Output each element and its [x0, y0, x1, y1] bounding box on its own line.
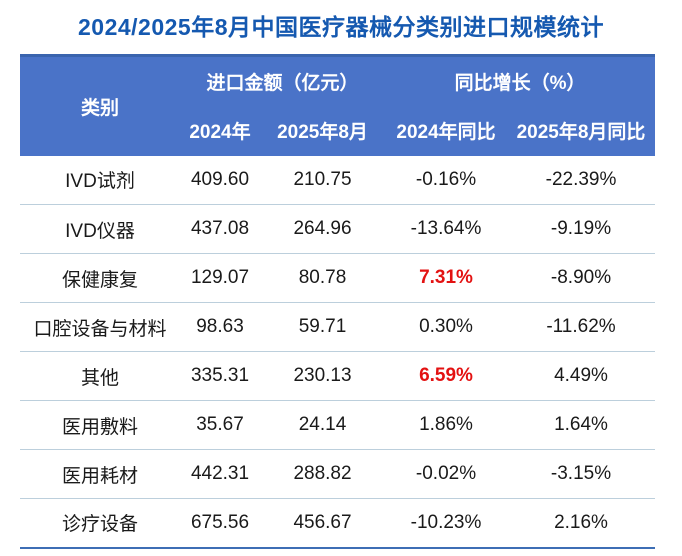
amount-2025-aug-cell: 264.96: [260, 204, 386, 254]
yoy-2025-aug-cell: -8.90%: [507, 253, 656, 303]
category-cell: IVD仪器: [20, 204, 180, 254]
yoy-2025-aug-cell: 1.64%: [507, 400, 656, 450]
category-cell: 诊疗设备: [20, 498, 180, 549]
table-row: 保健康复 129.07 80.78 7.31% -8.90%: [20, 253, 656, 303]
col-header-2024: 2024年: [180, 105, 260, 156]
yoy-2024-cell-highlighted: 6.59%: [385, 351, 508, 401]
yoy-2025-aug-cell: 2.16%: [507, 498, 656, 549]
amount-2025-aug-cell: 288.82: [260, 449, 386, 499]
category-cell: 医用敷料: [20, 400, 180, 450]
amount-2024-cell: 437.08: [180, 204, 260, 254]
yoy-2024-cell: 0.30%: [385, 302, 508, 352]
category-cell: IVD试剂: [20, 155, 180, 205]
col-header-2025-aug: 2025年8月: [260, 105, 386, 156]
amount-2025-aug-cell: 59.71: [260, 302, 386, 352]
yoy-2025-aug-cell: -22.39%: [507, 155, 656, 205]
table-row: IVD试剂 409.60 210.75 -0.16% -22.39%: [20, 155, 656, 205]
category-cell: 口腔设备与材料: [20, 302, 180, 352]
category-cell: 医用耗材: [20, 449, 180, 499]
table-row: 诊疗设备 675.56 456.67 -10.23% 2.16%: [20, 498, 656, 549]
yoy-2024-cell: 1.86%: [385, 400, 508, 450]
amount-2024-cell: 442.31: [180, 449, 260, 499]
table-row: IVD仪器 437.08 264.96 -13.64% -9.19%: [20, 204, 656, 254]
table-row: 其他 335.31 230.13 6.59% 4.49%: [20, 351, 656, 401]
amount-2024-cell: 98.63: [180, 302, 260, 352]
yoy-2025-aug-cell: -11.62%: [507, 302, 656, 352]
amount-2024-cell: 335.31: [180, 351, 260, 401]
amount-2025-aug-cell: 80.78: [260, 253, 386, 303]
amount-2024-cell: 409.60: [180, 155, 260, 205]
amount-2024-cell: 129.07: [180, 253, 260, 303]
col-group-yoy-growth: 同比增长（%）: [385, 54, 656, 106]
col-header-category: 类别: [20, 54, 180, 156]
yoy-2024-cell-highlighted: 7.31%: [385, 253, 508, 303]
table-row: 医用敷料 35.67 24.14 1.86% 1.64%: [20, 400, 656, 450]
table-header: 类别 进口金额（亿元） 同比增长（%） 2024年 2025年8月 2024年同…: [20, 54, 656, 156]
amount-2024-cell: 675.56: [180, 498, 260, 549]
yoy-2024-cell: -0.16%: [385, 155, 508, 205]
col-header-yoy-2024: 2024年同比: [385, 105, 508, 156]
yoy-2025-aug-cell: 4.49%: [507, 351, 656, 401]
table-row: 医用耗材 442.31 288.82 -0.02% -3.15%: [20, 449, 656, 499]
yoy-2025-aug-cell: -3.15%: [507, 449, 656, 499]
col-group-import-amount: 进口金额（亿元）: [180, 54, 386, 106]
amount-2025-aug-cell: 24.14: [260, 400, 386, 450]
col-header-yoy-2025-aug: 2025年8月同比: [507, 105, 656, 156]
category-cell: 保健康复: [20, 253, 180, 303]
yoy-2024-cell: -0.02%: [385, 449, 508, 499]
category-cell: 其他: [20, 351, 180, 401]
import-stats-table: 类别 进口金额（亿元） 同比增长（%） 2024年 2025年8月 2024年同…: [20, 54, 656, 549]
table-body: IVD试剂 409.60 210.75 -0.16% -22.39% IVD仪器…: [20, 155, 656, 549]
amount-2024-cell: 35.67: [180, 400, 260, 450]
yoy-2024-cell: -13.64%: [385, 204, 508, 254]
amount-2025-aug-cell: 210.75: [260, 155, 386, 205]
table-row: 口腔设备与材料 98.63 59.71 0.30% -11.62%: [20, 302, 656, 352]
yoy-2025-aug-cell: -9.19%: [507, 204, 656, 254]
amount-2025-aug-cell: 456.67: [260, 498, 386, 549]
page-title: 2024/2025年8月中国医疗器械分类别进口规模统计: [77, 14, 604, 40]
amount-2025-aug-cell: 230.13: [260, 351, 386, 401]
yoy-2024-cell: -10.23%: [385, 498, 508, 549]
